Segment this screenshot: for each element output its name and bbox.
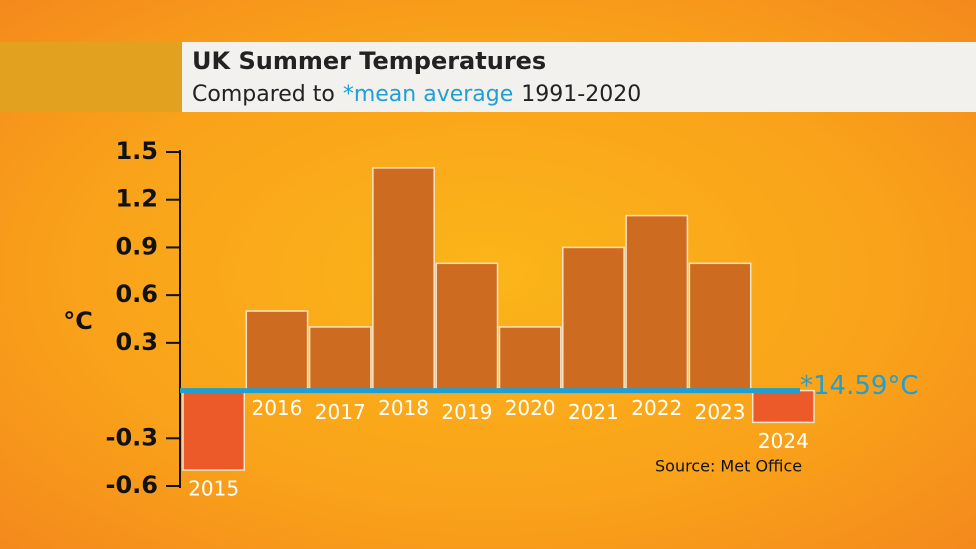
y-tick-label: 1.2 [115, 185, 158, 213]
x-tick-label: 2020 [505, 396, 556, 420]
bar [625, 214, 689, 392]
chart-title: UK Summer Temperatures [192, 47, 546, 75]
bar [182, 389, 246, 471]
banner [182, 42, 976, 112]
x-tick-label: 2021 [568, 400, 619, 424]
subtitle-part: Compared to [192, 82, 335, 107]
x-tick-label: 2018 [378, 396, 429, 420]
bar [751, 389, 815, 424]
y-tick-label: -0.3 [106, 423, 158, 451]
bar [372, 167, 435, 392]
x-tick-label: 2015 [188, 477, 239, 501]
y-tick-label: 1.5 [115, 137, 158, 165]
y-axis-label: °C [63, 307, 93, 335]
y-tick-label: 0.9 [115, 232, 158, 260]
y-tick-label: 0.6 [115, 280, 158, 308]
bar [498, 326, 562, 392]
baseline-label: *14.59°C [800, 371, 919, 401]
source: Source: Met Office [655, 457, 802, 476]
x-tick-label: 2017 [315, 400, 366, 424]
y-tick-label: 0.3 [115, 328, 158, 356]
bar [308, 326, 372, 392]
x-tick-label: 2024 [758, 429, 809, 453]
x-tick-label: 2023 [695, 400, 746, 424]
bar [245, 310, 309, 392]
chart-subtitle: Compared to *mean average 1991-2020 [192, 82, 641, 107]
y-tick-label: -0.6 [106, 471, 158, 499]
bar [562, 246, 625, 392]
bar [435, 262, 499, 392]
subtitle-highlight: *mean average [343, 82, 513, 107]
subtitle-part: 1991-2020 [521, 82, 641, 107]
bar [688, 262, 752, 392]
banner-accent [0, 42, 182, 112]
x-tick-label: 2016 [251, 396, 302, 420]
x-tick-label: 2022 [631, 396, 682, 420]
x-tick-label: 2019 [441, 400, 492, 424]
